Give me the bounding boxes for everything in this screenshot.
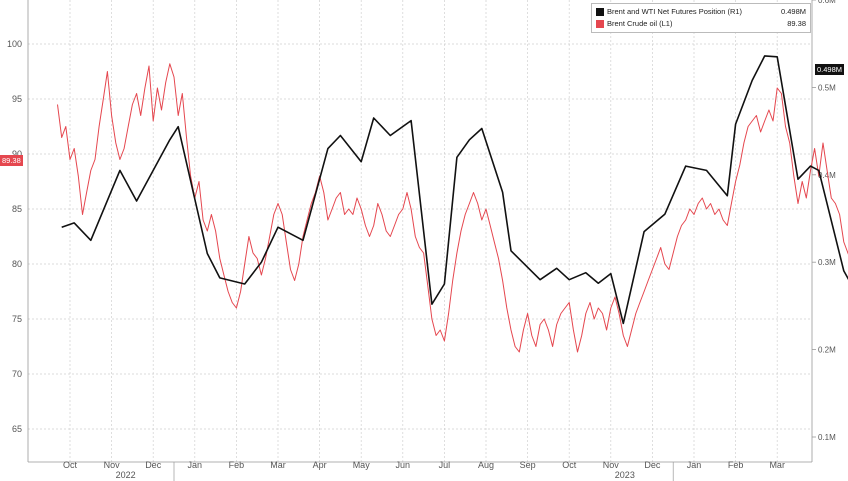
month-tick-label: Jun [396,460,411,470]
month-tick-label: Dec [644,460,661,470]
right-tick-label: 0.2M [818,346,836,355]
legend-value-brent: 89.38 [787,19,806,28]
month-tick-label: Nov [104,460,121,470]
month-tick-label: Apr [313,460,327,470]
month-tick-label: Mar [270,460,286,470]
month-tick-label: May [353,460,371,470]
month-tick-label: Oct [63,460,78,470]
month-tick-label: Aug [478,460,494,470]
x-axis-ticks: Oct Nov Dec Jan Feb Mar Apr May Jun Jul Aug Sep Oct N… [63,460,785,480]
right-axis-ticks: 0.1M 0.2M 0.3M 0.4M 0.5M 0.6M [812,0,836,442]
left-tick-label: 85 [12,204,22,214]
left-tick-label: 70 [12,369,22,379]
series-layer [57,55,848,353]
right-tick-label: 0.4M [818,171,836,180]
left-tick-label: 95 [12,94,22,104]
month-tick-label: Jan [687,460,702,470]
legend-value-net-futures: 0.498M [780,7,806,16]
year-tick-label: 2022 [116,470,136,480]
legend-swatch-net-futures [596,8,604,16]
legend-entry-net-futures: Brent and WTI Net Futures Position (R1) … [596,6,806,18]
year-tick-label: 2023 [615,470,635,480]
month-tick-label: Dec [145,460,162,470]
left-tick-label: 75 [12,314,22,324]
left-tick-label: 100 [7,39,22,49]
legend-entry-brent: Brent Crude oil (L1) 89.38 [596,18,806,30]
left-tick-label: 90 [12,149,22,159]
left-tick-label: 65 [12,424,22,434]
legend-name-brent: Brent Crude oil (L1) [607,19,673,28]
month-tick-label: Feb [728,460,744,470]
month-tick-label: Jul [439,460,451,470]
gridlines [28,0,812,462]
left-tick-label: 80 [12,259,22,269]
right-tick-label: 0.1M [818,433,836,442]
series-brent-line [57,63,848,353]
left-axis-ticks: 65 70 75 80 85 90 95 100 [7,39,22,434]
legend: Brent and WTI Net Futures Position (R1) … [591,3,811,33]
month-tick-label: Sep [520,460,536,470]
month-tick-label: Oct [562,460,577,470]
right-tick-label: 0.5M [818,83,836,92]
legend-name-net-futures: Brent and WTI Net Futures Position (R1) [607,7,743,16]
series-net-futures-line [61,55,848,325]
last-value-tag-net-futures: 0.498M [815,64,845,76]
last-value-tag-brent: 89.38 [0,155,23,167]
right-tick-label: 0.6M [818,0,836,5]
legend-swatch-brent [596,20,604,28]
month-tick-label: Nov [603,460,620,470]
month-tick-label: Jan [188,460,203,470]
axes [27,0,813,481]
month-tick-label: Mar [769,460,785,470]
month-tick-label: Feb [229,460,245,470]
right-tick-label: 0.3M [818,258,836,267]
